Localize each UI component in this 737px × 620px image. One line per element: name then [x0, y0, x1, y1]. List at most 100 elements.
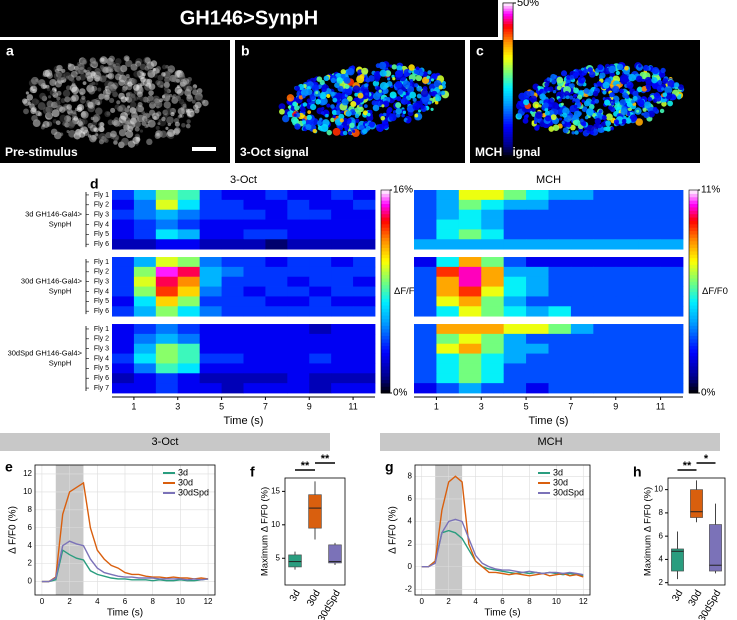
image-blob [406, 119, 411, 124]
heatmap-cell [309, 324, 332, 335]
image-blob [603, 126, 608, 131]
image-blob [98, 93, 105, 100]
colorbar-step [689, 271, 698, 276]
heatmap-cell [309, 199, 332, 211]
box [709, 524, 722, 572]
heatmap-cell [458, 239, 482, 250]
heatmap-cell [615, 363, 639, 374]
image-blob [387, 107, 393, 113]
heatmap-cell [112, 373, 135, 384]
image-blob [321, 106, 325, 111]
colorbar-step [689, 250, 698, 255]
image-blob [85, 70, 91, 76]
image-blob [551, 102, 559, 110]
colorbar-step [689, 200, 698, 205]
heatmap-cell [593, 219, 617, 230]
image-blob [608, 105, 613, 111]
colorbar-step [381, 352, 390, 357]
heatmap-cell [570, 229, 594, 240]
image-blob [397, 89, 404, 96]
heatmap-cell [660, 286, 684, 297]
heatmap-cell [177, 190, 201, 201]
heatmap-cell [638, 257, 661, 268]
section-header: 3-Oct [152, 436, 179, 448]
plot-frame [34, 464, 216, 596]
colorbar-step [689, 213, 698, 218]
x-tick-label: 2 [67, 597, 72, 606]
colorbar-step [503, 5, 513, 9]
heatmap-cell [155, 190, 179, 201]
heatmap-cell [481, 333, 505, 345]
heatmap-cell [221, 239, 244, 250]
image-blob [67, 63, 75, 71]
image-blob [628, 73, 636, 82]
image-blob [94, 82, 99, 86]
image-blob [39, 92, 46, 100]
row-label: Fly 7 [94, 385, 109, 392]
heatmap-cell [503, 199, 527, 211]
heatmap-cell [593, 383, 617, 394]
row-label: Fly 1 [94, 192, 109, 199]
colorbar-step [381, 325, 390, 330]
heatmap-cell [287, 276, 310, 287]
heatmap-cell [309, 353, 332, 364]
heatmap-cell [331, 239, 354, 250]
image-blob [323, 75, 330, 82]
image-blob [147, 119, 156, 128]
image-blob [338, 126, 344, 131]
image-blob [352, 129, 356, 133]
image-blob [621, 118, 627, 124]
heatmap-cell [309, 363, 332, 374]
image-blob [340, 110, 345, 114]
y-tick-label: 6 [28, 523, 33, 532]
heatmap-cell [548, 266, 572, 278]
image-blob [661, 87, 665, 91]
image-blob [332, 127, 341, 136]
image-blob [121, 87, 127, 93]
heatmap-cell [309, 229, 332, 240]
row-label: Fly 3 [94, 211, 109, 218]
image-blob [350, 101, 357, 108]
image-blob [64, 96, 71, 103]
colorbar-step [381, 247, 390, 252]
heatmap-cell [548, 383, 572, 394]
image-blob [29, 103, 35, 110]
image-blob [69, 112, 73, 116]
heatmap-cell [155, 219, 179, 230]
image-blob [548, 126, 555, 132]
image-blob [31, 115, 38, 122]
heatmap-cell [458, 219, 482, 230]
legend-label: 30d [178, 477, 193, 487]
image-blob [49, 89, 56, 96]
image-blob [125, 130, 134, 139]
heatmap-cell [331, 373, 354, 384]
row-label: Fly 6 [94, 241, 109, 248]
y-tick-label: 2 [408, 539, 413, 548]
colorbar-step [381, 298, 390, 303]
image-blob [147, 95, 154, 102]
image-blob [562, 112, 568, 118]
image-blob [566, 75, 571, 80]
image-blob [70, 70, 78, 78]
heatmap-cell [593, 199, 617, 211]
x-tick-label: 3 [479, 401, 484, 411]
image-blob [673, 82, 680, 88]
colorbar-step [381, 257, 390, 262]
heatmap-cell [112, 363, 135, 374]
image-blob [55, 120, 61, 126]
heatmap-cell [436, 296, 460, 307]
heatmap-cell [243, 276, 266, 287]
heatmap-cell [660, 363, 684, 374]
image-blob [647, 96, 653, 102]
image-blob [67, 121, 75, 129]
image-blob [307, 110, 312, 115]
colorbar-label: ΔF/F0 [702, 286, 728, 297]
heatmap-cell [112, 286, 135, 297]
image-blob [157, 74, 164, 81]
y-tick-label: 8 [28, 505, 33, 514]
heatmap-cell [526, 276, 549, 287]
image-blob [294, 112, 301, 118]
image-blob [427, 70, 432, 75]
heatmap-cell [526, 257, 549, 268]
image-blob [354, 107, 360, 113]
